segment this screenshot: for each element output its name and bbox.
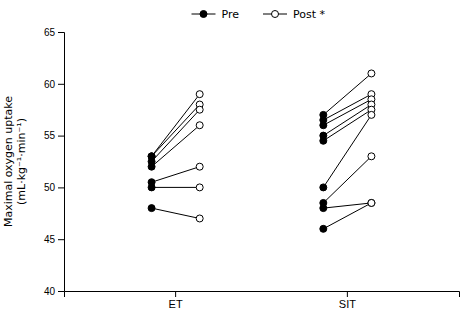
point xyxy=(368,199,375,206)
point xyxy=(320,184,327,191)
y-axis-title: Maximal oxygen uptake(mL·kg⁻¹·min⁻¹) xyxy=(2,96,28,227)
pair-line xyxy=(152,125,200,166)
pair-line xyxy=(323,115,371,188)
point xyxy=(320,225,327,232)
pair-line xyxy=(152,110,200,162)
point xyxy=(196,163,203,170)
point xyxy=(196,215,203,222)
y-axis-title-line: Maximal oxygen uptake xyxy=(2,96,15,227)
point xyxy=(320,122,327,129)
legend-marker xyxy=(272,11,279,18)
y-axis-line xyxy=(58,33,65,292)
x-tick-label: ET xyxy=(169,298,183,310)
x-tick-mark xyxy=(347,291,348,297)
y-tick: 65 xyxy=(44,27,64,38)
y-tick-label: 50 xyxy=(44,182,56,193)
y-tick: 40 xyxy=(44,286,64,297)
legend-marker xyxy=(200,11,207,18)
y-tick: 55 xyxy=(44,130,64,141)
point xyxy=(148,184,155,191)
legend-item: Post * xyxy=(263,8,326,21)
point xyxy=(368,70,375,77)
pair-line xyxy=(152,105,200,157)
point xyxy=(196,106,203,113)
marks xyxy=(148,70,375,232)
x-tick: ET xyxy=(169,291,183,310)
y-tick: 45 xyxy=(44,234,64,245)
y-tick-mark xyxy=(58,136,64,137)
pair-line xyxy=(323,94,371,120)
y-tick-label: 40 xyxy=(44,286,56,297)
pair-line xyxy=(323,156,371,203)
x-tick: SIT xyxy=(339,291,356,310)
pair-line xyxy=(152,167,200,183)
y-tick-mark xyxy=(58,187,64,188)
y-axis: 40 45 50 55 60 65 xyxy=(44,27,65,297)
y-tick-label: 60 xyxy=(44,79,56,90)
x-tick-label: SIT xyxy=(339,298,356,310)
pair-line xyxy=(152,94,200,156)
legend-label: Post * xyxy=(293,8,326,21)
x-axis: ET SIT xyxy=(65,291,460,310)
y-tick: 60 xyxy=(44,79,64,90)
y-tick-label: 65 xyxy=(44,27,56,38)
y-tick-mark xyxy=(58,291,64,292)
pair-line xyxy=(323,99,371,125)
legend-label: Pre xyxy=(222,8,240,21)
y-tick-label: 45 xyxy=(44,234,56,245)
plot-area: 40 45 50 55 60 65 ET SIT xyxy=(44,27,460,310)
point xyxy=(368,111,375,118)
y-tick: 50 xyxy=(44,182,64,193)
point xyxy=(368,153,375,160)
y-axis-title-line: (mL·kg⁻¹·min⁻¹) xyxy=(15,118,28,205)
pair-line xyxy=(152,187,200,188)
point xyxy=(368,199,375,206)
point xyxy=(320,137,327,144)
point xyxy=(148,205,155,212)
pair-line xyxy=(323,203,371,229)
point xyxy=(196,184,203,191)
x-axis-line xyxy=(65,292,460,298)
y-tick-mark xyxy=(58,84,64,85)
legend-item: Pre xyxy=(192,8,240,21)
y-tick-mark xyxy=(58,32,64,33)
y-tick-mark xyxy=(58,239,64,240)
point xyxy=(196,91,203,98)
point xyxy=(320,205,327,212)
chart: 40 45 50 55 60 65 ET SIT Maximal oxygen uptake(m… xyxy=(0,0,474,319)
x-tick-mark xyxy=(175,291,176,297)
pair-line xyxy=(152,208,200,218)
legend: Pre Post * xyxy=(192,8,326,21)
y-tick-label: 55 xyxy=(44,130,56,141)
pair-line xyxy=(323,105,371,136)
point xyxy=(196,122,203,129)
point xyxy=(148,163,155,170)
